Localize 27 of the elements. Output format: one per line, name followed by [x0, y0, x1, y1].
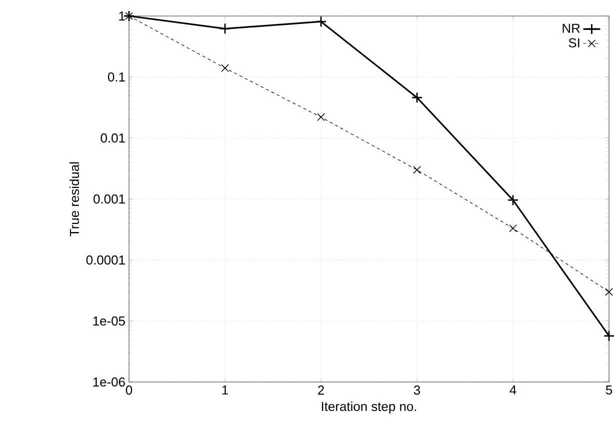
y-tick-label: 1: [119, 12, 125, 20]
x-tick-label: 5: [606, 386, 612, 395]
point: [413, 166, 421, 174]
point: [605, 288, 613, 296]
y-tick-label: 0.1: [108, 72, 125, 82]
x-axis-title: Iteration step no.: [322, 402, 416, 414]
point: [219, 22, 231, 34]
legend-label: SI: [568, 38, 580, 48]
y-tick-label: 1e-05: [93, 316, 125, 326]
x-tick-label: 3: [414, 386, 420, 395]
point: [315, 16, 327, 28]
y-tick-label: 1e-06: [93, 377, 125, 387]
x-tick-label: 0: [126, 386, 132, 395]
point: [317, 113, 325, 122]
point: [603, 330, 615, 342]
point: [507, 194, 519, 206]
x-tick-label: 2: [318, 386, 324, 395]
point: [221, 64, 229, 72]
y-tick-label: 0.0001: [86, 255, 125, 265]
point: [411, 92, 423, 104]
x-tick-label: 4: [510, 386, 516, 394]
x-tick-label: 1: [222, 386, 228, 394]
y-tick-label: 0.001: [94, 194, 125, 204]
y-axis-title: True residual: [70, 162, 80, 236]
legend-label: NR: [562, 24, 580, 33]
y-tick-label: 0.01: [100, 133, 125, 143]
point: [509, 224, 517, 232]
